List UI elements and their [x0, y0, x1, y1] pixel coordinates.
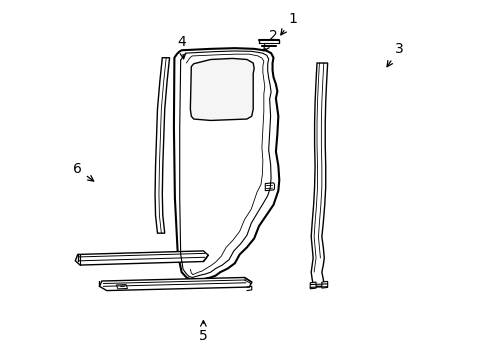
- Polygon shape: [310, 63, 327, 286]
- Polygon shape: [99, 278, 251, 291]
- Polygon shape: [75, 251, 208, 265]
- Text: 2: 2: [263, 30, 277, 51]
- Text: 1: 1: [280, 12, 297, 35]
- Text: 3: 3: [386, 42, 403, 67]
- Polygon shape: [116, 284, 127, 289]
- Polygon shape: [321, 282, 327, 288]
- Text: 4: 4: [177, 35, 185, 59]
- Polygon shape: [155, 58, 169, 233]
- Text: 6: 6: [73, 162, 94, 181]
- Polygon shape: [174, 48, 279, 281]
- Polygon shape: [309, 282, 315, 289]
- Text: 5: 5: [199, 321, 207, 343]
- Polygon shape: [190, 58, 254, 121]
- Polygon shape: [265, 183, 274, 191]
